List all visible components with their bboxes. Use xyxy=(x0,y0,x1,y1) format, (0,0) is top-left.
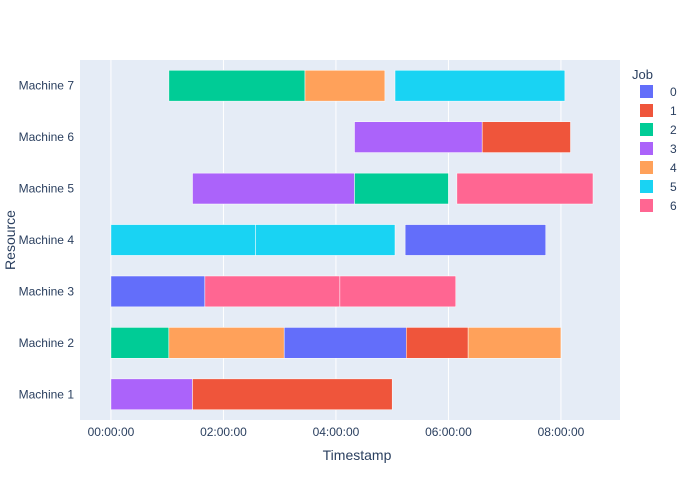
task-bar xyxy=(467,327,562,359)
y-tick-label: Machine 2 xyxy=(19,336,75,350)
task-bar xyxy=(110,327,170,359)
task-bar xyxy=(283,327,407,359)
y-tick-label: Machine 5 xyxy=(19,182,75,196)
task-bar xyxy=(354,172,449,205)
legend-swatch xyxy=(640,142,653,155)
legend-label: 2 xyxy=(670,123,677,137)
legend-label: 0 xyxy=(670,85,677,99)
task-bar xyxy=(192,378,393,410)
legend-label: 3 xyxy=(670,142,677,156)
legend: 0 1 2 3 4 5 6 xyxy=(640,85,677,213)
legend-swatch xyxy=(640,161,653,174)
legend-swatch xyxy=(640,199,653,212)
task-bar xyxy=(354,121,483,153)
task-bar xyxy=(110,378,193,410)
y-tick-label: Machine 7 xyxy=(19,79,75,93)
legend-swatch xyxy=(640,85,653,98)
task-bar xyxy=(339,275,456,308)
task-bar xyxy=(110,275,206,308)
x-tick-label: 08:00:00 xyxy=(538,425,585,439)
y-tick-label: Machine 6 xyxy=(19,130,75,144)
x-axis-ticks: 00:00:00 02:00:00 04:00:00 06:00:00 08:00:00 xyxy=(88,425,585,439)
legend-swatch xyxy=(640,123,653,136)
task-bar xyxy=(168,70,306,102)
task-bar xyxy=(404,224,546,256)
legend-label: 4 xyxy=(670,161,677,175)
task-bar xyxy=(204,275,341,308)
task-bar xyxy=(304,70,386,102)
legend-label: 6 xyxy=(670,199,677,213)
legend-swatch xyxy=(640,104,653,117)
legend-title: Job xyxy=(632,67,653,82)
task-bar xyxy=(168,327,285,359)
task-bar xyxy=(394,70,566,102)
y-axis-ticks: Machine 1 Machine 2 Machine 3 Machine 4 Mach… xyxy=(19,79,75,402)
legend-swatch xyxy=(640,180,653,193)
x-tick-label: 00:00:00 xyxy=(88,425,135,439)
task-bar xyxy=(456,172,594,205)
task-bar xyxy=(192,172,355,205)
y-axis-title: Resource xyxy=(2,210,18,270)
task-bar xyxy=(255,224,396,256)
task-bar xyxy=(406,327,469,359)
task-bar xyxy=(110,224,256,256)
x-tick-label: 04:00:00 xyxy=(313,425,360,439)
bars xyxy=(110,70,594,410)
y-tick-label: Machine 3 xyxy=(19,284,75,298)
legend-label: 1 xyxy=(670,104,677,118)
x-axis-title: Timestamp xyxy=(323,447,392,463)
x-tick-label: 02:00:00 xyxy=(200,425,247,439)
legend-label: 5 xyxy=(670,180,677,194)
task-bar xyxy=(481,121,571,153)
x-tick-label: 06:00:00 xyxy=(425,425,472,439)
y-tick-label: Machine 4 xyxy=(19,233,75,247)
y-tick-label: Machine 1 xyxy=(19,387,75,401)
